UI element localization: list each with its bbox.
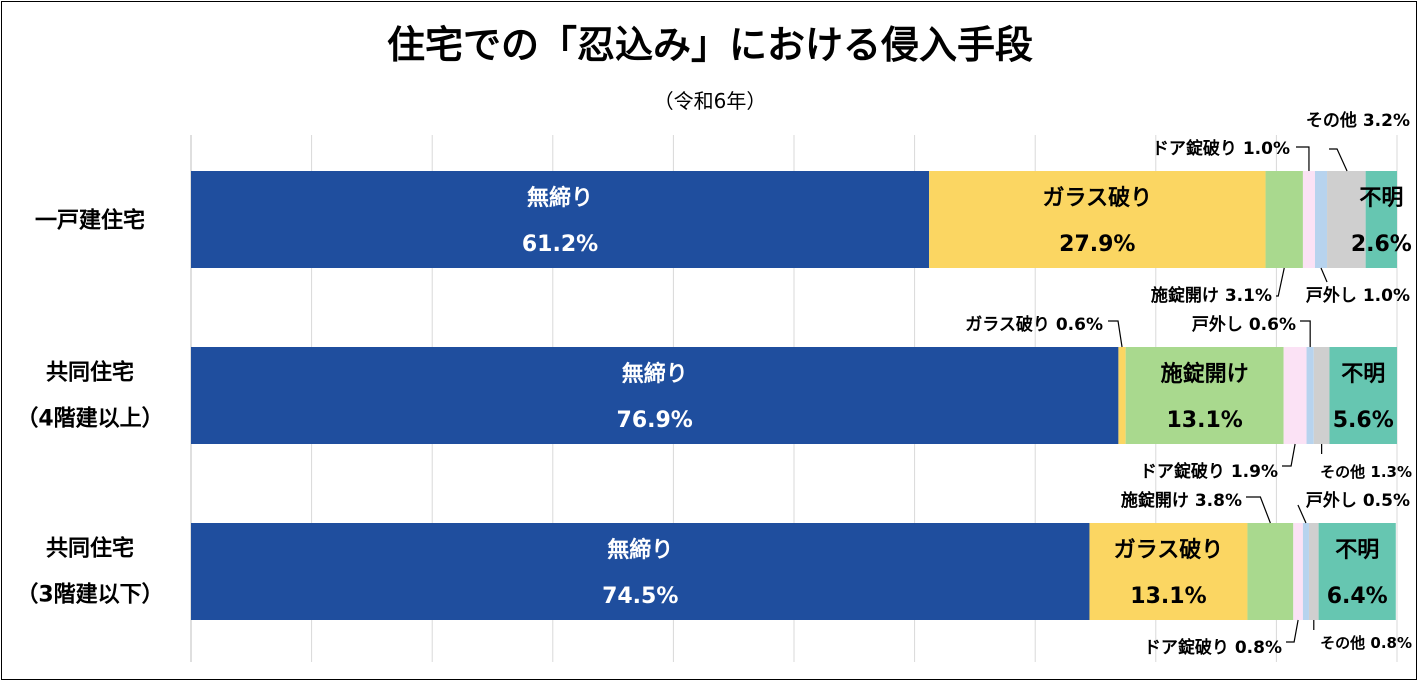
bar-segment	[1125, 347, 1284, 444]
bar-segment	[1313, 347, 1330, 444]
bar-segment	[1327, 171, 1366, 268]
bar-segment	[191, 171, 930, 268]
bar-segment	[191, 523, 1090, 620]
callout-label: ドア錠破り 0.8%	[1144, 637, 1282, 658]
category-label: （3階建以下）	[16, 583, 163, 608]
bar-segment	[1318, 523, 1396, 620]
bar-segment-value: 76.9%	[617, 408, 693, 433]
category-label: 共同住宅	[46, 536, 134, 562]
callout-leader	[1297, 504, 1307, 524]
bar-segment	[1265, 171, 1303, 268]
bar-segment	[1302, 523, 1309, 620]
callout-leader	[1282, 443, 1296, 467]
category-label: 一戸建住宅	[35, 208, 145, 234]
bar-segment-value: 27.9%	[1059, 232, 1135, 257]
bar-segment	[1365, 171, 1397, 268]
callout-leader	[1276, 267, 1285, 297]
callout-label: 戸外し 1.0%	[1306, 285, 1410, 306]
callout-leader	[1246, 496, 1271, 524]
bar-segment	[1293, 523, 1303, 620]
bar-segment-value: 6.4%	[1327, 584, 1388, 609]
callout-label: 施錠開け 3.8%	[1121, 490, 1242, 511]
category-label: （4階建以上）	[16, 407, 163, 432]
bar-segment-name: ガラス破り	[1043, 185, 1153, 211]
bar-segment-name: 無締り	[622, 361, 688, 387]
bar-segment-name: 施錠開け	[1161, 361, 1249, 387]
callouts: その他 3.2% ドア錠破り 1.0% 施錠開け 3.1% 戸外し 1.0% ガラス破り…	[965, 110, 1412, 658]
chart-title: 住宅での「忍込み」における侵入手段	[387, 23, 1033, 67]
bar-segment-value: 5.6%	[1333, 408, 1394, 433]
bar-segment	[1118, 347, 1126, 444]
callout-label: その他 0.8%	[1320, 634, 1412, 652]
bar-segment-name: 不明	[1359, 186, 1403, 211]
callout-leader	[1329, 148, 1348, 172]
bar-segment	[1329, 347, 1397, 444]
bar-segment-value: 13.1%	[1130, 584, 1206, 609]
chart-subtitle: （令和6年）	[654, 89, 767, 113]
bar-segment-name: 無締り	[527, 185, 593, 211]
bar-segment-value: 74.5%	[602, 584, 678, 609]
bar-segment	[191, 347, 1119, 444]
callout-label: ドア錠破り 1.9%	[1140, 461, 1278, 482]
callout-leader	[1286, 619, 1299, 643]
bar-segment	[1302, 171, 1315, 268]
bar-segment	[929, 171, 1266, 268]
callout-label: ガラス破り 0.6%	[965, 314, 1103, 335]
callout-leader	[1296, 146, 1310, 171]
bar-segment-name: 不明	[1335, 538, 1379, 563]
callout-label: その他 3.2%	[1306, 110, 1410, 131]
bar-segment	[1283, 347, 1307, 444]
bar-segment-name: 無締り	[607, 537, 673, 563]
bar-segment-value: 2.6%	[1351, 232, 1412, 257]
bar-segment	[1308, 523, 1319, 620]
callout-label: 施錠開け 3.1%	[1151, 285, 1272, 306]
bar-segment-name: 不明	[1341, 362, 1385, 387]
bar-segment	[1306, 347, 1314, 444]
category-label: 共同住宅	[46, 360, 134, 386]
bar-segment-value: 13.1%	[1166, 408, 1242, 433]
callout-leader	[1108, 320, 1123, 348]
bar-segment-value: 61.2%	[522, 232, 598, 257]
callout-leader	[1300, 320, 1311, 347]
callout-leader	[1320, 267, 1328, 283]
callout-label: 戸外し 0.6%	[1192, 314, 1296, 335]
bar-segment	[1247, 523, 1294, 620]
callout-label: その他 1.3%	[1320, 463, 1412, 481]
bar-segment	[1089, 523, 1248, 620]
callout-label: 戸外し 0.5%	[1306, 490, 1410, 511]
bar-segment-name: ガラス破り	[1114, 537, 1224, 563]
bar-segment	[1314, 171, 1328, 268]
bars: 無締り 61.2% ガラス破り 27.9% 不明 2.6% 無締り 76.9% 施錠開け 13.1…	[191, 171, 1412, 620]
callout-label: ドア錠破り 1.0%	[1152, 138, 1290, 159]
